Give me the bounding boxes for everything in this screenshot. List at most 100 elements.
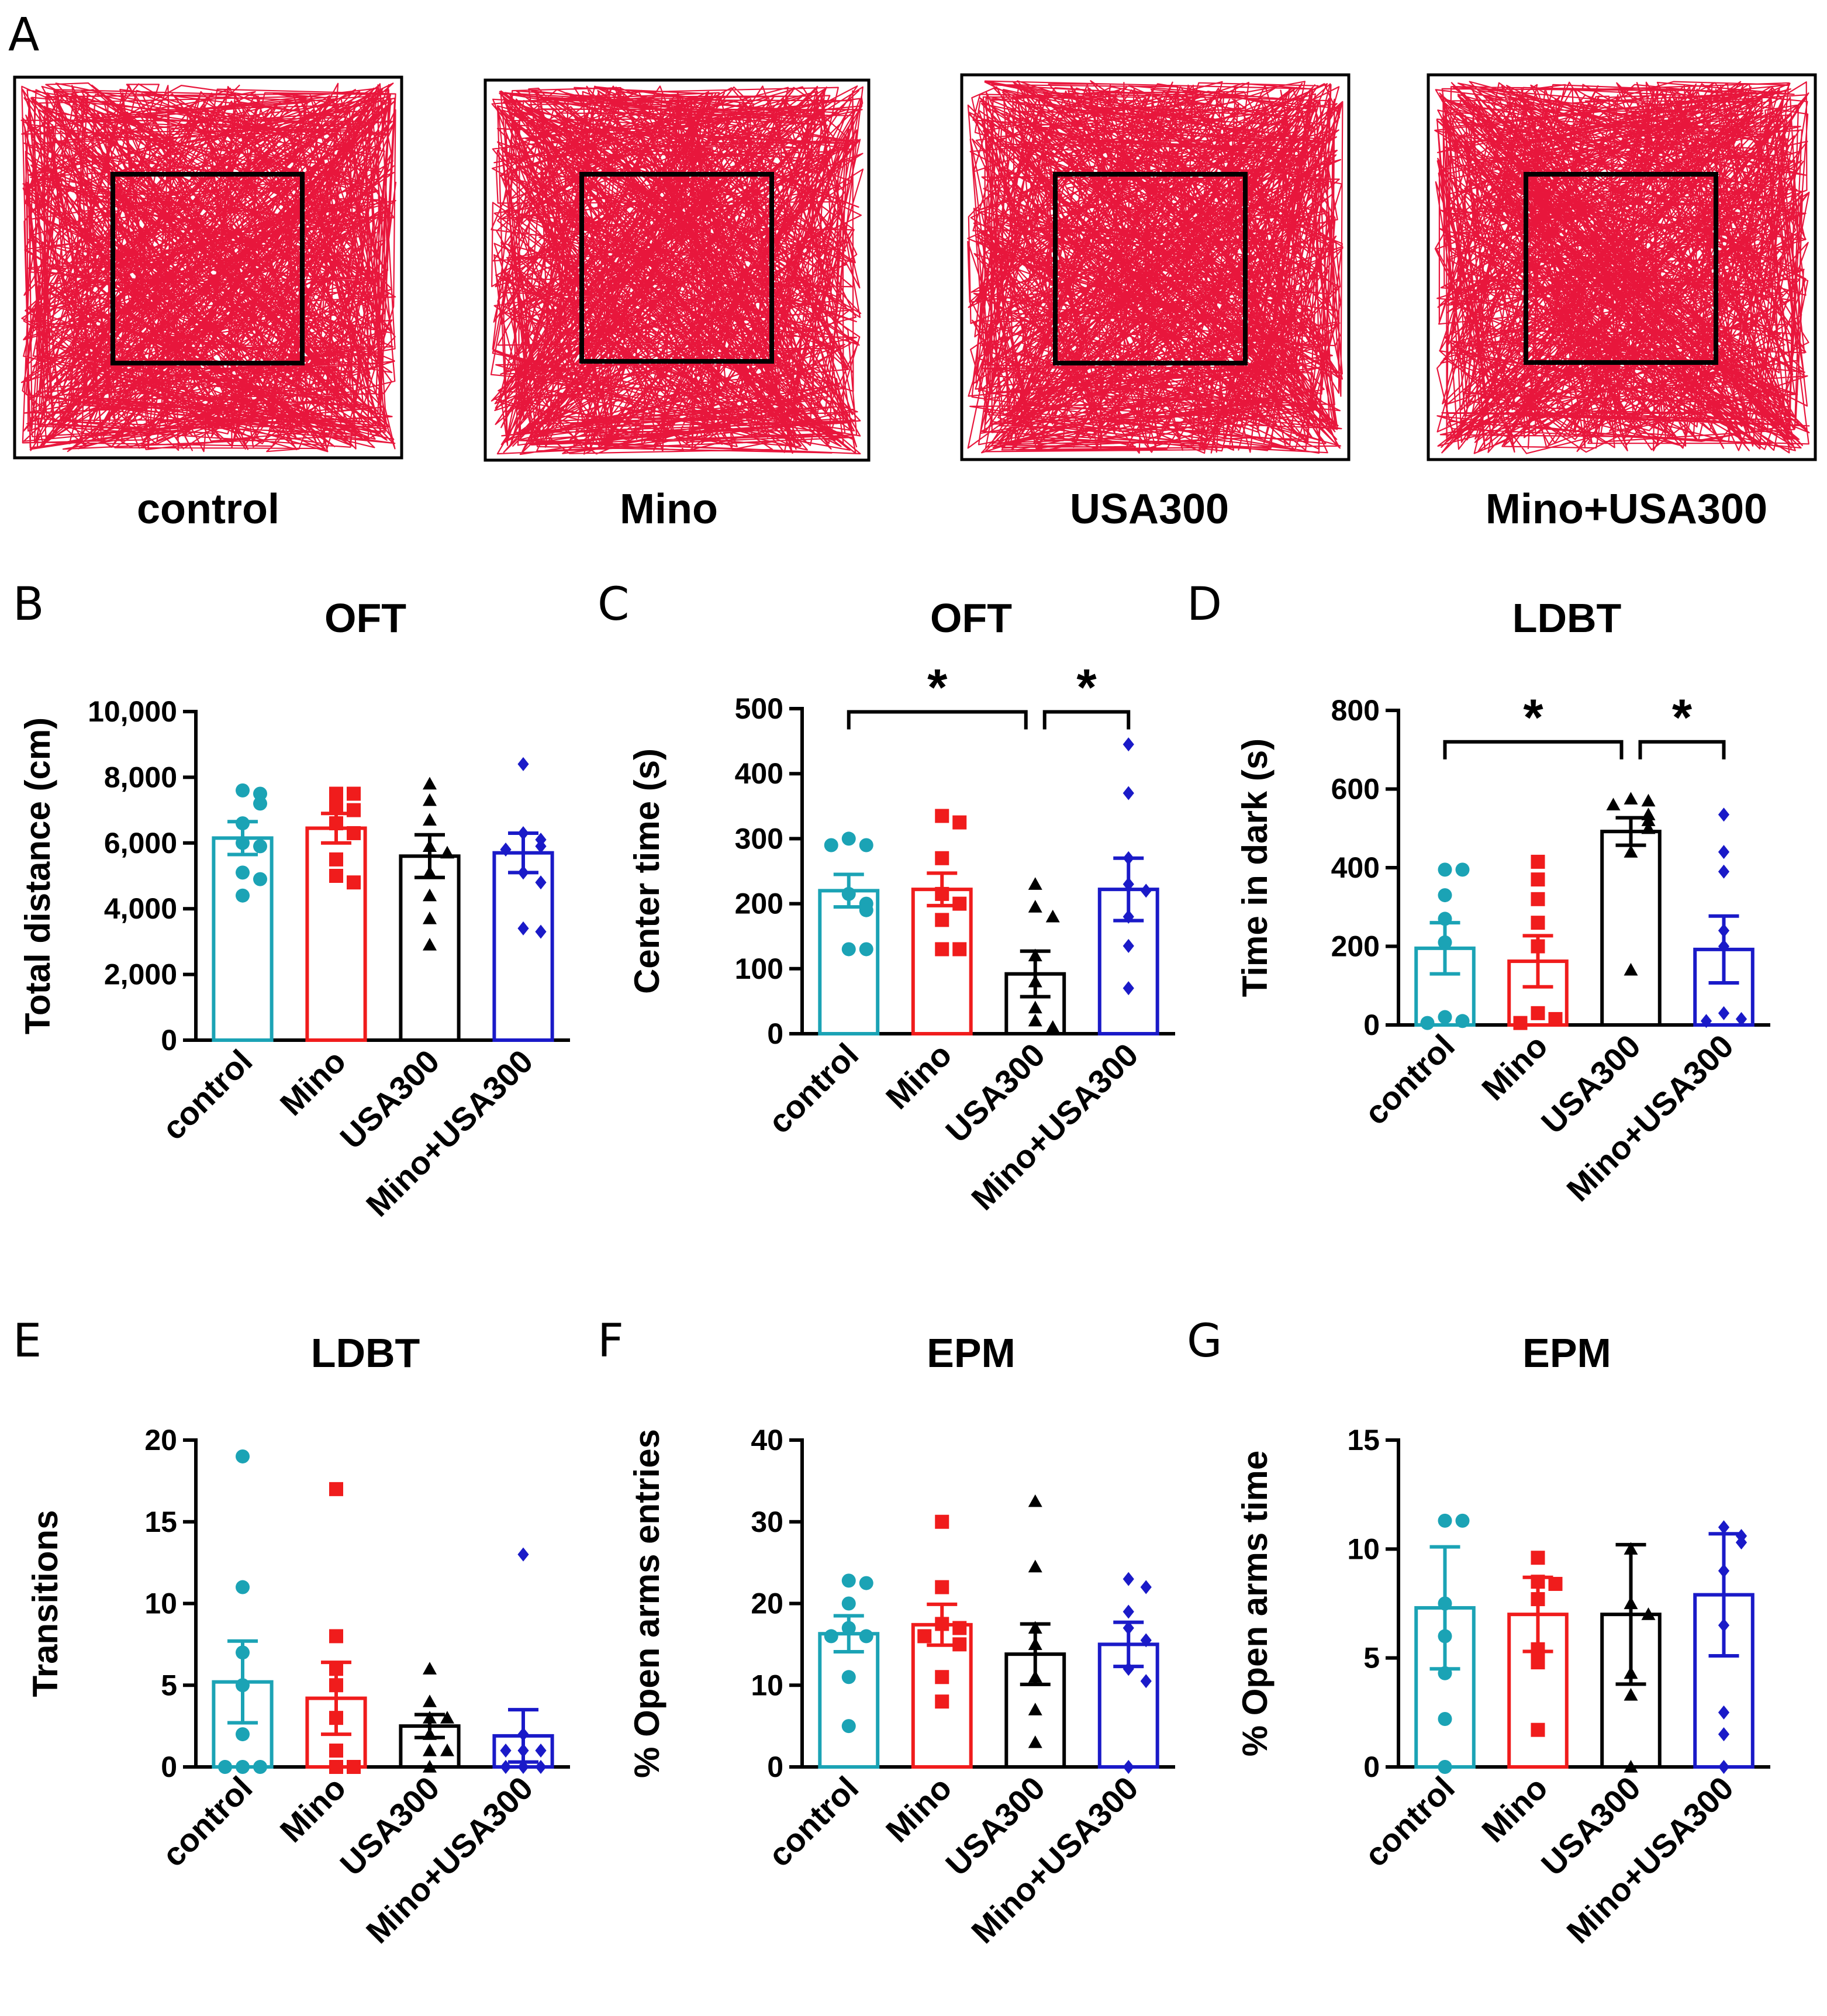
data-point-mino (329, 852, 343, 867)
data-point-mino-usa300 (1718, 1705, 1730, 1720)
panel-a: A control Mino USA300 Mino+USA300 (8, 9, 1817, 533)
data-point-mino-usa300 (1123, 1572, 1134, 1586)
data-point-usa300 (1624, 1666, 1638, 1679)
data-point-control (824, 838, 838, 852)
y-axis-label: Center time (s) (627, 748, 666, 994)
data-point-mino (347, 875, 361, 890)
data-point-usa300 (440, 845, 454, 859)
data-point-mino (329, 1760, 343, 1774)
data-point-mino-usa300 (517, 757, 529, 771)
data-point-usa300 (1028, 948, 1042, 962)
arena-boundary (483, 78, 871, 462)
significance-bracket (1638, 740, 1726, 760)
data-point-mino-usa300 (1123, 737, 1134, 752)
movement-trace (1434, 81, 1810, 454)
data-point-control (841, 1596, 856, 1611)
movement-path (967, 80, 1344, 454)
data-point-mino (329, 799, 343, 814)
data-point-usa300 (1028, 1621, 1042, 1634)
data-point-control (1438, 862, 1452, 877)
data-point-control (253, 786, 267, 801)
y-tick-label: 10,000 (88, 695, 177, 728)
y-tick-label: 600 (1331, 773, 1380, 806)
panel-letter-e: E (13, 1315, 42, 1368)
data-point-mino (1531, 1575, 1545, 1589)
y-tick-label: 5 (161, 1669, 177, 1701)
data-point-control (253, 796, 267, 811)
y-axis-label: % Open arms entries (627, 1429, 666, 1778)
data-point-usa300 (423, 1694, 437, 1707)
movement-trace (20, 82, 397, 453)
data-point-mino-usa300 (517, 1547, 529, 1562)
data-point-mino-usa300 (1735, 1012, 1747, 1026)
y-tick-label: 4,000 (104, 892, 177, 925)
data-point-mino-usa300 (1123, 851, 1134, 865)
data-point-mino-usa300 (1718, 1006, 1730, 1020)
data-point-usa300 (1028, 1013, 1042, 1027)
y-axis-label: Total distance (cm) (18, 717, 57, 1034)
data-point-mino-usa300 (517, 1727, 529, 1742)
movement-path (1434, 81, 1810, 454)
data-point-mino (952, 815, 967, 830)
data-point-usa300 (423, 1662, 437, 1675)
data-point-mino-usa300 (1718, 807, 1730, 822)
arena-boundary (960, 73, 1351, 461)
y-tick-label: 20 (144, 1424, 177, 1456)
data-point-usa300 (1624, 1596, 1638, 1610)
y-axis-label: % Open arms time (1235, 1451, 1275, 1757)
bar-mino (911, 888, 973, 1035)
data-point-control (1455, 862, 1470, 877)
movement-path (490, 85, 864, 455)
data-point-control (841, 886, 856, 901)
data-point-mino (1531, 1006, 1545, 1020)
data-point-mino-usa300 (1123, 786, 1134, 800)
data-point-mino (1531, 854, 1545, 869)
data-point-control (236, 1727, 250, 1742)
data-point-mino-usa300 (1735, 1535, 1747, 1550)
y-tick-label: 300 (735, 822, 783, 855)
panel-letter-g: G (1187, 1315, 1222, 1368)
panel-letter-a: A (8, 9, 39, 61)
data-point-usa300 (423, 1760, 437, 1773)
panel-letter-b: B (13, 578, 44, 631)
data-point-control (1438, 1596, 1452, 1611)
data-point-mino-usa300 (517, 826, 529, 840)
y-axis-label: Transitions (26, 1510, 65, 1697)
chart-title: LDBT (311, 1330, 420, 1376)
y-tick-label: 100 (735, 952, 783, 985)
data-point-mino (935, 1694, 949, 1709)
data-point-mino (329, 1678, 343, 1693)
movement-path (20, 82, 397, 453)
data-point-control (253, 872, 267, 886)
y-tick-label: 0 (161, 1024, 177, 1057)
data-point-mino-usa300 (1718, 1520, 1730, 1535)
data-point-control (824, 1629, 838, 1644)
data-point-mino-usa300 (1123, 1621, 1134, 1635)
data-point-control (859, 903, 873, 917)
data-point-mino (1531, 1551, 1545, 1565)
data-point-usa300 (1641, 813, 1656, 826)
data-point-mino-usa300 (1718, 1618, 1730, 1632)
y-tick-label: 6,000 (104, 827, 177, 859)
chart-title: OFT (324, 595, 406, 641)
y-tick-label: 15 (1347, 1424, 1380, 1456)
data-point-mino-usa300 (1123, 877, 1134, 892)
data-point-mino-usa300 (1718, 1760, 1730, 1774)
data-point-mino-usa300 (1123, 1662, 1134, 1676)
data-point-mino (1531, 939, 1545, 954)
arena-boundary (13, 75, 403, 460)
data-point-control (1438, 1513, 1452, 1528)
panel-letter-d: D (1187, 578, 1222, 631)
data-point-control (236, 816, 250, 831)
data-point-mino (935, 942, 949, 957)
data-point-usa300 (1624, 1688, 1638, 1701)
data-point-usa300 (440, 1744, 454, 1756)
data-point-mino (329, 1482, 343, 1496)
y-tick-label: 15 (144, 1506, 177, 1538)
data-point-control (841, 1573, 856, 1588)
data-point-mino (1531, 1592, 1545, 1607)
data-point-control (859, 1576, 873, 1590)
data-point-usa300 (423, 1727, 437, 1740)
data-point-control (859, 838, 873, 852)
y-tick-label: 0 (767, 1017, 783, 1050)
